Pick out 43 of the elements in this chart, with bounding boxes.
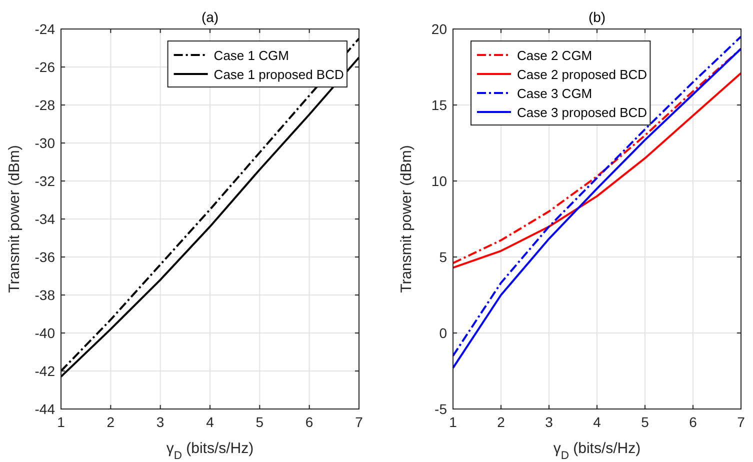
x-tick-label: 6	[305, 414, 314, 430]
y-tick-label: -42	[34, 363, 56, 379]
x-tick-label: 5	[641, 414, 650, 430]
legend-label: Case 2 proposed BCD	[517, 67, 648, 82]
x-tick-label: 4	[593, 414, 602, 430]
y-tick-label: 15	[431, 97, 448, 113]
legend-label: Case 1 CGM	[214, 48, 289, 63]
y-tick-label: -24	[34, 21, 56, 37]
y-tick-label: -30	[34, 135, 56, 151]
y-tick-label: -28	[34, 97, 56, 113]
y-tick-label: -36	[34, 249, 56, 265]
y-tick-label: -5	[434, 401, 448, 417]
legend-label: Case 3 proposed BCD	[517, 105, 648, 120]
x-tick-label: 3	[545, 414, 554, 430]
y-tick-label: 20	[431, 21, 448, 37]
chart-title: (b)	[588, 9, 606, 25]
legend-label: Case 2 CGM	[517, 48, 592, 63]
x-tick-label: 2	[497, 414, 506, 430]
y-tick-label: -44	[34, 401, 56, 417]
x-axis-title: γ$_{D}$ (bits/s/Hz)	[166, 440, 254, 462]
x-tick-label: 6	[689, 414, 698, 430]
x-tick-label: 3	[156, 414, 164, 430]
x-tick-label: 5	[256, 414, 264, 430]
y-axis-title: Transmit power (dBm)	[6, 145, 23, 293]
legend-label: Case 3 CGM	[517, 86, 592, 101]
legend-label: Case 1 proposed BCD	[214, 67, 344, 82]
y-tick-label: 10	[431, 173, 448, 189]
chart-title: (a)	[201, 9, 219, 25]
x-tick-label: 7	[355, 414, 364, 430]
x-tick-label: 1	[57, 414, 66, 430]
y-tick-label: -38	[34, 287, 56, 303]
y-tick-label: -32	[34, 173, 56, 189]
y-axis-title: Transmit power (dBm)	[398, 145, 415, 293]
y-tick-label: -26	[34, 59, 56, 75]
y-tick-label: 5	[439, 249, 448, 265]
x-axis-title: γ$_{D}$ (bits/s/Hz)	[553, 440, 641, 462]
x-tick-label: 7	[737, 414, 746, 430]
x-tick-label: 4	[206, 414, 214, 430]
x-tick-label: 2	[106, 414, 115, 430]
y-tick-label: 0	[439, 325, 448, 341]
y-tick-label: -40	[34, 325, 56, 341]
y-tick-label: -34	[34, 211, 56, 227]
x-tick-label: 1	[449, 414, 458, 430]
